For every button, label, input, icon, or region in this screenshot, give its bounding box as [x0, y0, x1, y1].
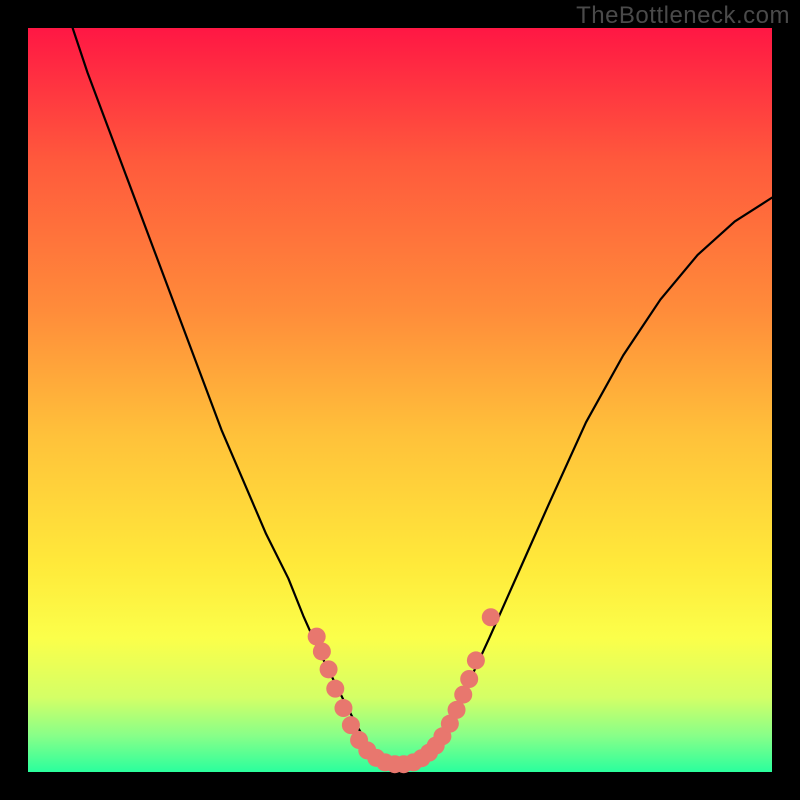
data-marker [460, 670, 478, 688]
data-marker [482, 608, 500, 626]
data-marker [467, 651, 485, 669]
data-marker [313, 642, 331, 660]
data-marker [326, 680, 344, 698]
data-marker [334, 699, 352, 717]
chart-svg [0, 0, 800, 800]
data-marker [320, 660, 338, 678]
chart-frame: TheBottleneck.com [0, 0, 800, 800]
plot-area [28, 28, 772, 772]
watermark-text: TheBottleneck.com [576, 2, 790, 30]
data-marker [454, 686, 472, 704]
